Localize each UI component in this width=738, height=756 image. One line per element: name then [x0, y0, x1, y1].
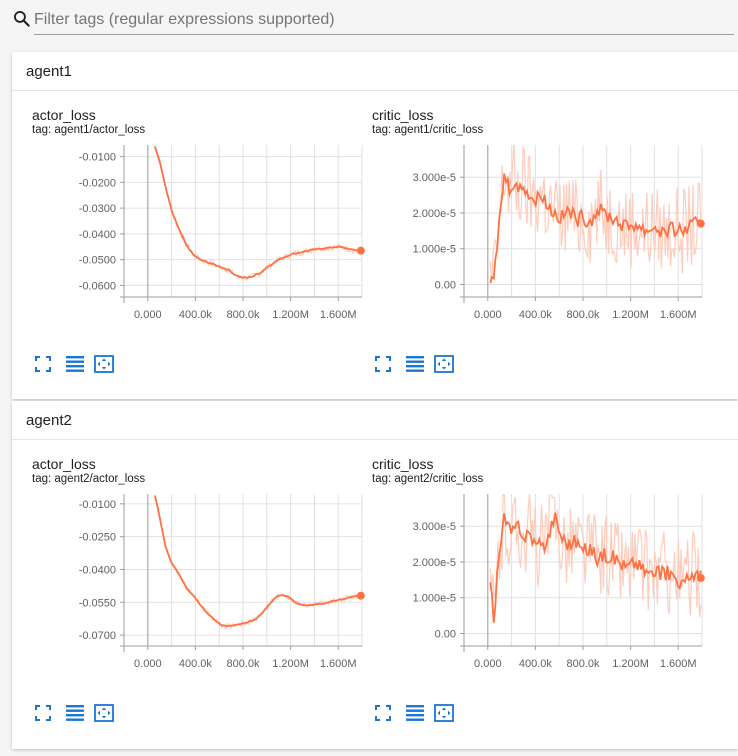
y-tick-label: 2.000e-5: [413, 557, 456, 569]
chart-title: critic_loss: [372, 107, 434, 123]
x-tick-label: 1.600M: [320, 309, 357, 321]
x-tick-label: 0.000: [474, 658, 502, 670]
y-tick-label: 0.00: [435, 628, 456, 640]
y-tick-label: -0.0400: [79, 229, 116, 241]
category-header[interactable]: agent2: [12, 401, 738, 440]
fit-domain-icon[interactable]: [93, 702, 115, 724]
toggle-log-scale-icon[interactable]: [64, 702, 86, 724]
fullscreen-icon[interactable]: [32, 353, 54, 375]
x-tick-label: 800.0k: [226, 309, 260, 321]
x-tick-label: 0.000: [134, 309, 162, 321]
line-chart: 0.00 1.000e-5 2.000e-5 3.000e-5 0.000 400.0k 8…: [413, 145, 705, 321]
toggle-log-scale-icon[interactable]: [404, 353, 426, 375]
category-agent2: agent2 actor_loss tag: agent2/actor_loss…: [12, 401, 738, 749]
chart-card-actor-loss: actor_loss tag: agent2/actor_loss -0.070…: [32, 456, 372, 756]
chart-card-critic-loss: critic_loss tag: agent1/critic_loss 0.00…: [372, 107, 712, 407]
y-tick-label: 1.000e-5: [413, 593, 456, 605]
y-tick-label: 2.000e-5: [413, 208, 456, 220]
x-tick-label: 1.200M: [272, 309, 309, 321]
smoothed-series-line: [154, 146, 361, 279]
chart-card-actor-loss: actor_loss tag: agent1/actor_loss -0.060…: [32, 107, 372, 407]
last-point-marker: [356, 246, 365, 255]
x-tick-label: 1.200M: [612, 309, 649, 321]
x-tick-label: 400.0k: [179, 309, 213, 321]
chart-toolbar: [32, 353, 152, 375]
raw-series-line: [489, 145, 702, 284]
y-tick-label: 3.000e-5: [413, 172, 456, 184]
category-title: agent2: [26, 412, 72, 429]
x-tick-label: 1.600M: [660, 309, 697, 321]
last-point-marker: [356, 591, 365, 600]
chart-tag: tag: agent2/actor_loss: [32, 473, 146, 485]
chart-tag: tag: agent1/critic_loss: [372, 124, 484, 136]
raw-series-line: [154, 495, 362, 630]
chart-toolbar: [372, 702, 492, 724]
x-tick-label: 400.0k: [519, 658, 553, 670]
x-tick-label: 0.000: [134, 658, 162, 670]
last-point-marker: [696, 574, 705, 583]
smoothed-series-line: [489, 512, 702, 623]
category-header[interactable]: agent1: [12, 52, 738, 91]
last-point-marker: [696, 219, 705, 228]
line-chart: -0.0700 -0.0550 -0.0400 -0.0250 -0.0100 0.000…: [79, 494, 365, 670]
smoothed-series-line: [154, 495, 361, 628]
y-tick-label: 0.00: [435, 279, 456, 291]
category-agent1: agent1 actor_loss tag: agent1/actor_loss…: [12, 52, 738, 399]
toggle-log-scale-icon[interactable]: [64, 353, 86, 375]
x-tick-label: 800.0k: [566, 658, 600, 670]
chart-toolbar: [372, 353, 492, 375]
chart-title: critic_loss: [372, 456, 434, 472]
y-tick-label: -0.0500: [79, 255, 116, 267]
y-tick-label: -0.0700: [79, 630, 116, 642]
chart-title: actor_loss: [32, 456, 96, 472]
y-tick-label: -0.0100: [79, 152, 116, 164]
x-tick-label: 400.0k: [179, 658, 213, 670]
fit-domain-icon[interactable]: [93, 353, 115, 375]
fullscreen-icon[interactable]: [372, 702, 394, 724]
chart-card-critic-loss: critic_loss tag: agent2/critic_loss 0.00…: [372, 456, 712, 756]
y-tick-label: -0.0250: [79, 532, 116, 544]
x-tick-label: 0.000: [474, 309, 502, 321]
line-chart: -0.0600 -0.0500 -0.0400 -0.0300 -0.0200 -0.01…: [79, 145, 365, 321]
chart-title: actor_loss: [32, 107, 96, 123]
grid: [123, 145, 363, 297]
chart-tag: tag: agent1/actor_loss: [32, 124, 146, 136]
fullscreen-icon[interactable]: [372, 353, 394, 375]
x-tick-label: 1.200M: [612, 658, 649, 670]
y-tick-label: -0.0600: [79, 280, 116, 292]
filter-bar: [0, 0, 738, 40]
x-tick-label: 1.600M: [320, 658, 357, 670]
y-tick-label: -0.0200: [79, 177, 116, 189]
search-icon: [14, 11, 30, 27]
fullscreen-icon[interactable]: [32, 702, 54, 724]
y-tick-label: 1.000e-5: [413, 244, 456, 256]
toggle-log-scale-icon[interactable]: [404, 702, 426, 724]
x-tick-label: 1.600M: [660, 658, 697, 670]
chart-tag: tag: agent2/critic_loss: [372, 473, 484, 485]
x-tick-label: 1.200M: [272, 658, 309, 670]
chart-toolbar: [32, 702, 152, 724]
x-tick-label: 400.0k: [519, 309, 553, 321]
line-chart: 0.00 1.000e-5 2.000e-5 3.000e-5 0.000 400.0k 8…: [413, 494, 705, 670]
x-tick-label: 800.0k: [226, 658, 260, 670]
fit-domain-icon[interactable]: [433, 702, 455, 724]
y-tick-label: -0.0550: [79, 597, 116, 609]
raw-series-line: [489, 494, 702, 618]
y-tick-label: -0.0300: [79, 203, 116, 215]
y-tick-label: -0.0400: [79, 564, 116, 576]
y-tick-label: -0.0100: [79, 499, 116, 511]
smoothed-series-line: [489, 173, 702, 283]
fit-domain-icon[interactable]: [433, 353, 455, 375]
filter-tags-input[interactable]: [34, 6, 734, 35]
x-tick-label: 800.0k: [566, 309, 600, 321]
y-tick-label: 3.000e-5: [413, 521, 456, 533]
category-title: agent1: [26, 63, 72, 80]
